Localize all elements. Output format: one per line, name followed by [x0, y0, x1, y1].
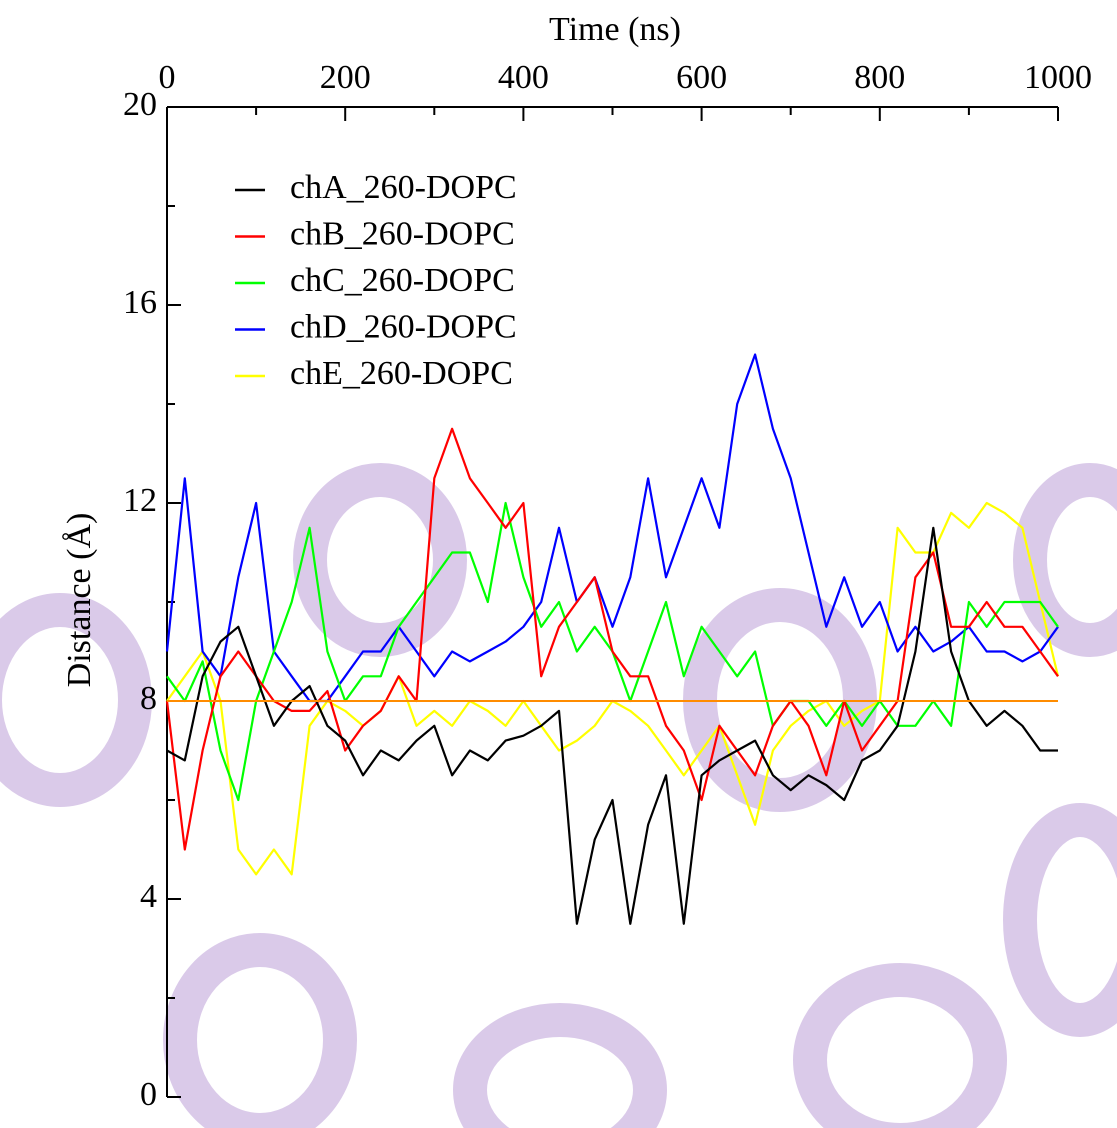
y-tick-label: 12 [123, 482, 157, 519]
legend-label: chB_260-DOPC [290, 215, 515, 252]
background-decoration [0, 463, 1117, 1128]
series-line [165, 427, 1059, 851]
x-tick-label: 0 [159, 59, 176, 96]
x-tick-label: 1000 [1024, 59, 1092, 96]
legend-label: chE_260-DOPC [290, 355, 513, 392]
y-tick-label: 0 [140, 1076, 157, 1113]
legend-label: chA_260-DOPC [290, 169, 517, 206]
x-tick-label: 400 [498, 59, 549, 96]
x-tick-label: 200 [320, 59, 371, 96]
y-tick-label: 4 [140, 878, 157, 915]
series-line [166, 526, 1058, 925]
legend-label: chC_260-DOPC [290, 262, 515, 299]
x-tick-label: 600 [676, 59, 727, 96]
legend-label: chD_260-DOPC [290, 308, 517, 345]
y-tick-label: 20 [123, 86, 157, 123]
y-tick-label: 8 [140, 680, 157, 717]
y-axis-label: Distance (Å) [61, 513, 98, 688]
y-tick-label: 16 [123, 284, 157, 321]
x-tick-label: 800 [854, 59, 905, 96]
x-axis-label: Time (ns) [549, 11, 681, 48]
